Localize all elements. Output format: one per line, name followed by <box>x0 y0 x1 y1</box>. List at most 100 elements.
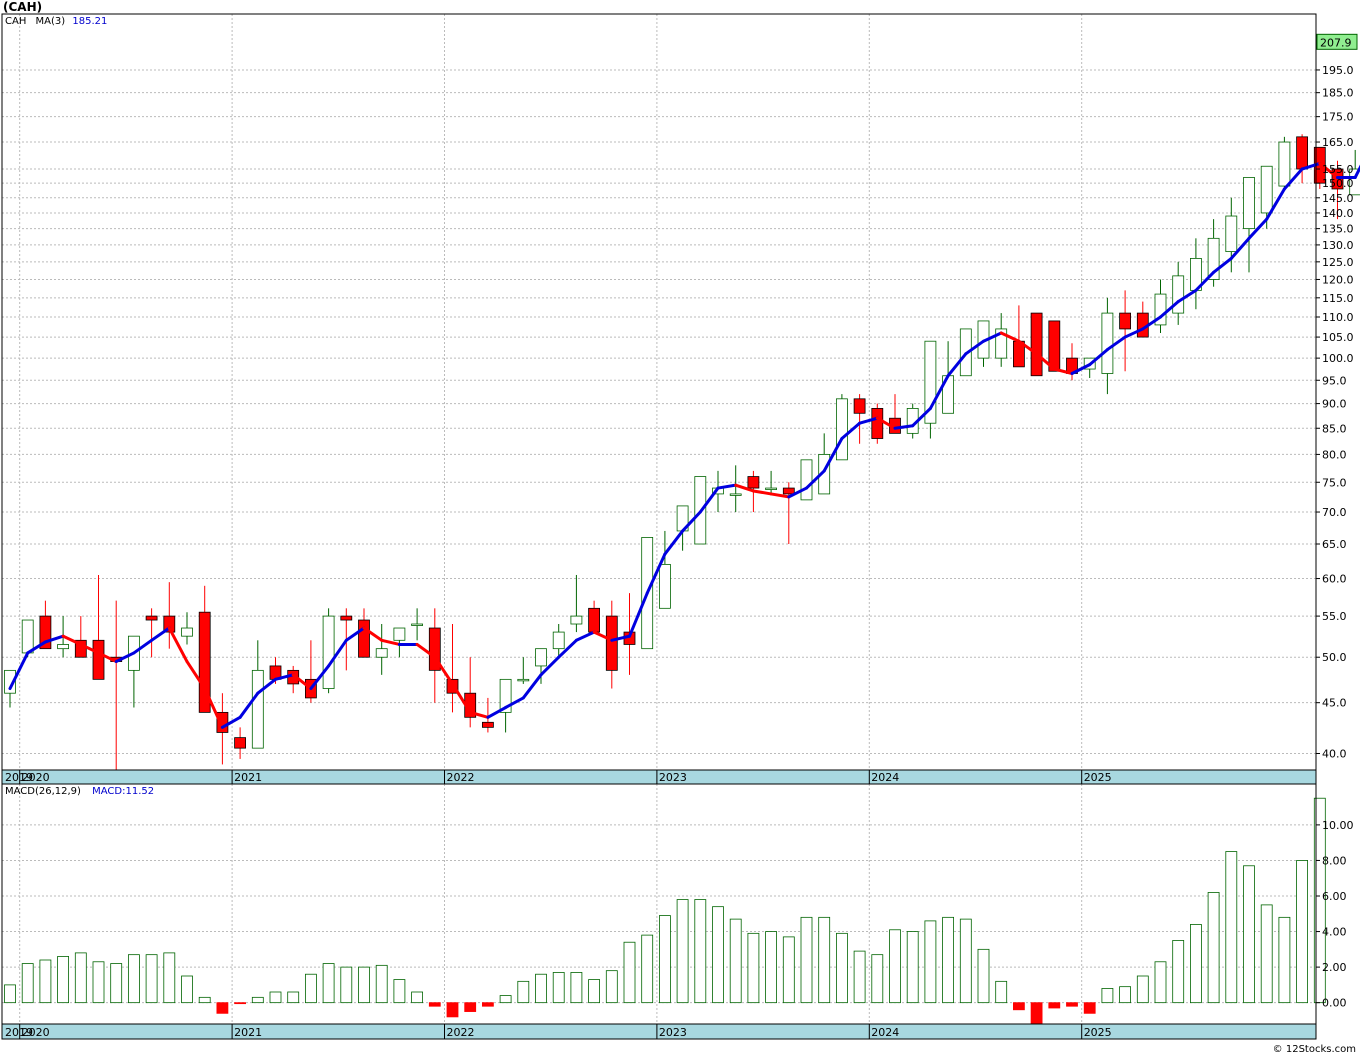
candle-body <box>1278 141 1291 187</box>
candle-body <box>198 611 211 713</box>
macd-bar <box>570 972 583 1004</box>
ma-segment <box>521 673 543 700</box>
price-axis-label: 100.0 <box>1322 352 1354 365</box>
candle-body <box>1119 312 1131 330</box>
macd-bar <box>676 899 689 1004</box>
price-axis-label: 195.0 <box>1322 64 1354 77</box>
candle <box>322 608 335 694</box>
candle-body <box>995 328 1008 359</box>
candle-body <box>4 669 16 694</box>
price-axis-label: 165.0 <box>1322 136 1354 149</box>
candle-body <box>836 398 848 461</box>
candle-body <box>871 408 884 439</box>
macd-bar <box>800 916 813 1004</box>
macd-bar <box>588 979 600 1004</box>
candle <box>570 574 583 633</box>
moving-average-line <box>8 161 1360 729</box>
ma-segment <box>1282 167 1304 191</box>
macd-bar <box>74 952 87 1004</box>
price-axis-label: 70.0 <box>1322 506 1347 519</box>
candle-body <box>570 615 583 625</box>
candle-body <box>924 340 937 424</box>
candle <box>4 669 16 708</box>
candle <box>163 582 176 649</box>
ma-segment <box>574 630 596 642</box>
macd-legend: MACD(26,12,9) MACD:11.52 <box>5 786 154 798</box>
ma-segment <box>875 416 897 430</box>
candle-body <box>21 619 34 654</box>
macd-bar <box>499 995 512 1004</box>
macd-axis-label: 6.00 <box>1322 890 1347 903</box>
price-grid <box>2 14 1316 770</box>
ma-segment <box>805 469 826 490</box>
macd-bar <box>198 996 211 1004</box>
candle <box>765 470 777 494</box>
ma-segment <box>344 626 366 642</box>
ma-segment <box>1017 339 1039 356</box>
macd-bar <box>322 963 335 1004</box>
ma-segment <box>787 486 808 499</box>
candle <box>1119 290 1131 372</box>
ma-segment <box>840 421 862 441</box>
macd-bar <box>552 972 565 1004</box>
price-axis-label: 135.0 <box>1322 223 1354 236</box>
candle-body <box>92 639 105 680</box>
macd-bar <box>623 941 636 1004</box>
ma-segment <box>433 655 454 686</box>
ma-segment <box>645 552 667 595</box>
ma-segment <box>468 710 490 719</box>
ma-segment <box>97 651 118 664</box>
chart-title: (CAH) <box>3 0 43 14</box>
ma-segment <box>716 483 738 490</box>
ma-segment <box>681 510 702 533</box>
macd-bar <box>535 973 547 1004</box>
candle-body <box>1243 177 1255 230</box>
macd-bar <box>818 916 831 1004</box>
macd-bar <box>21 963 34 1004</box>
ma-segment <box>769 492 791 499</box>
macd-bar <box>977 948 990 1004</box>
macd-bar <box>358 966 370 1004</box>
ma-segment <box>167 626 189 664</box>
ma-segment <box>1035 352 1056 371</box>
candle <box>1296 134 1308 184</box>
price-axis-label: 50.0 <box>1322 651 1347 664</box>
candle <box>92 574 105 680</box>
macd-bar <box>181 975 193 1004</box>
macd-bar <box>1119 986 1131 1004</box>
price-axis-label: 45.0 <box>1322 697 1347 710</box>
candle-body <box>251 669 264 749</box>
legend-symbol: CAH <box>5 16 27 27</box>
candle <box>1172 261 1185 325</box>
ma-segment <box>1300 161 1322 171</box>
candle-body <box>517 678 530 682</box>
ma-segment <box>1247 217 1269 240</box>
macd-histogram <box>4 797 1326 1025</box>
legend-macd-value: MACD:11.52 <box>92 786 155 797</box>
ma-segment <box>26 640 47 655</box>
candle-body <box>57 644 69 650</box>
ma-segment <box>964 339 985 356</box>
macd-axis-label: 8.00 <box>1322 854 1347 867</box>
price-legend: CAH MA(3) 185.21 <box>5 16 107 28</box>
macd-bar <box>1190 924 1202 1004</box>
candle <box>464 657 477 728</box>
ma-segment <box>309 664 331 691</box>
macd-bar <box>4 984 16 1004</box>
candle-body <box>375 648 388 658</box>
ma-segment <box>982 331 1003 343</box>
candle-body <box>588 607 600 633</box>
candle <box>517 657 530 684</box>
macd-bar <box>942 916 954 1004</box>
ma-segment <box>274 673 295 681</box>
ma-segment <box>238 691 260 719</box>
candle <box>588 600 600 633</box>
candle-body <box>1154 293 1167 326</box>
candle-body <box>800 459 813 501</box>
ma-segment <box>999 331 1021 343</box>
macd-axis-label: 4.00 <box>1322 926 1347 939</box>
candle-body <box>393 627 406 641</box>
ma-segment <box>327 638 348 668</box>
macd-bar <box>605 970 618 1004</box>
ma-segment <box>539 655 561 677</box>
